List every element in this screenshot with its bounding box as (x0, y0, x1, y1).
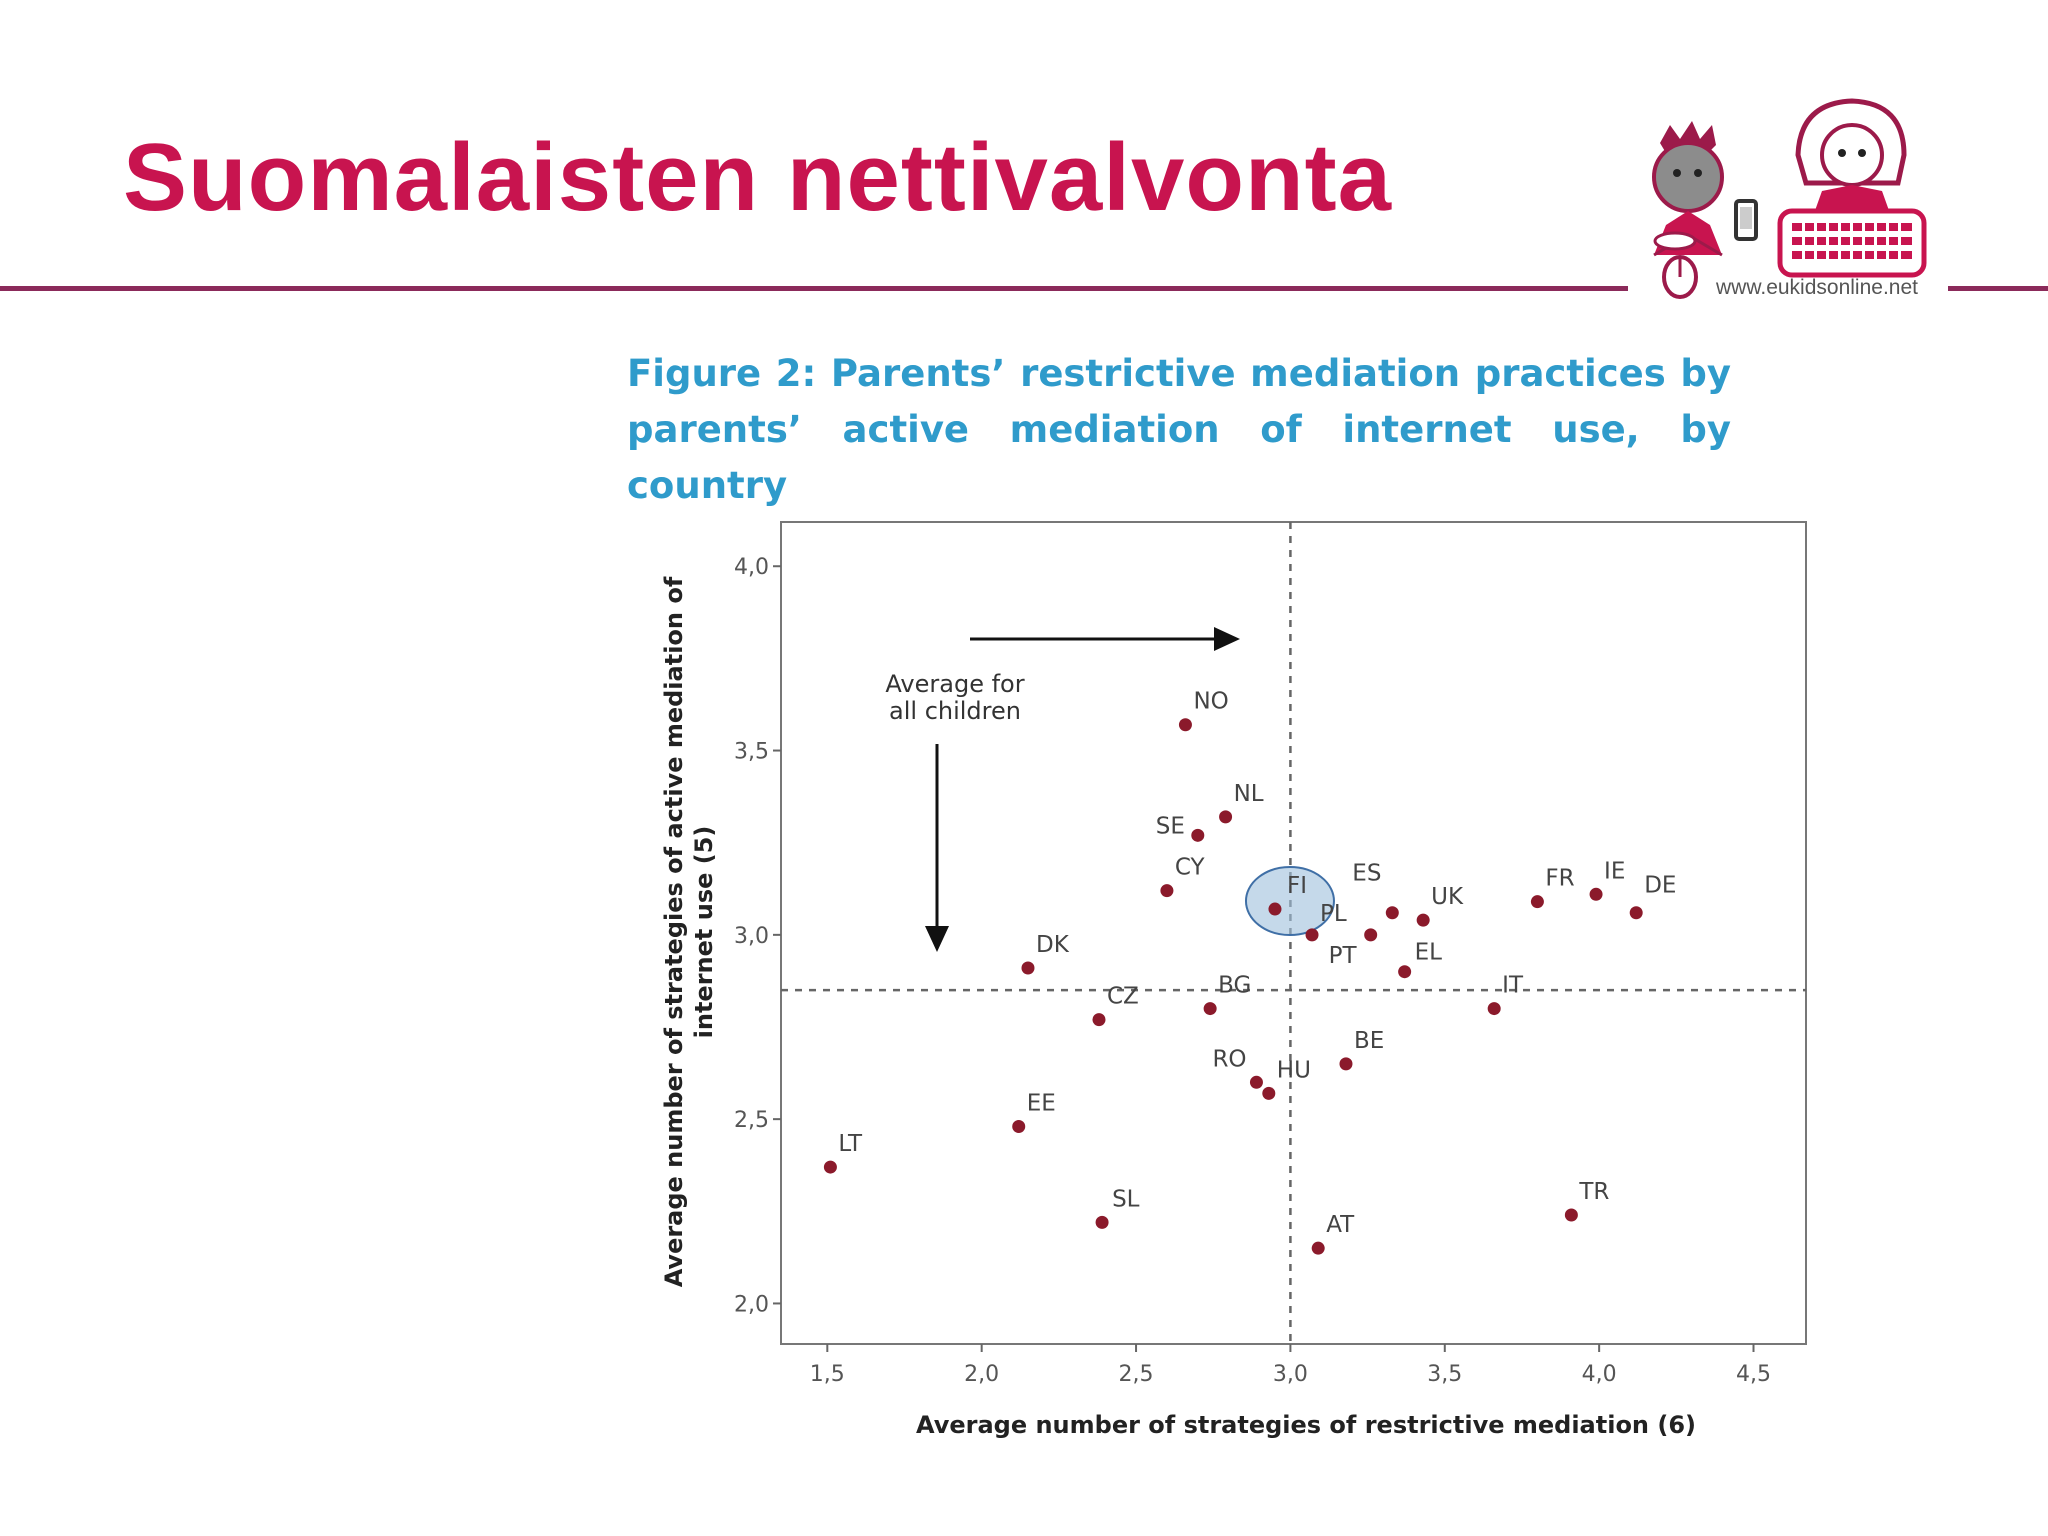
point-uk (1416, 913, 1430, 927)
point-label-lt: LT (838, 1131, 863, 1157)
point-tr (1564, 1208, 1578, 1222)
boy-figure-icon (1652, 121, 1758, 299)
annotation-line-2: all children (889, 697, 1021, 725)
axis-ticks: 1,5 2,0 2,5 3,0 3,5 4,0 4,5 2,0 2,5 3,0 3,5 4,0 (734, 555, 1771, 1387)
point-ee (1012, 1120, 1026, 1134)
point-label-fi: FI (1287, 873, 1307, 899)
point-pl (1305, 928, 1319, 942)
y-tick-label: 3,5 (734, 740, 769, 765)
title-divider-left (0, 286, 1628, 291)
point-cz (1092, 1013, 1106, 1027)
y-tick-label: 2,0 (734, 1292, 769, 1317)
figure-caption: Figure 2: Parents’ restrictive mediation… (627, 352, 1731, 507)
title-divider-right (1948, 286, 2048, 291)
point-label-se: SE (1156, 813, 1185, 839)
point-ie (1589, 887, 1603, 901)
point-pt (1364, 928, 1378, 942)
point-label-ee: EE (1027, 1091, 1056, 1117)
point-be (1339, 1057, 1353, 1071)
x-tick-label: 1,5 (810, 1362, 845, 1387)
point-lt (823, 1160, 837, 1174)
point-label-it: IT (1502, 973, 1524, 999)
point-label-tr: TR (1578, 1179, 1609, 1205)
y-tick-label: 2,5 (734, 1108, 769, 1133)
point-cy (1160, 884, 1174, 898)
point-label-no: NO (1193, 689, 1228, 715)
point-el (1398, 965, 1412, 979)
point-label-el: EL (1415, 940, 1443, 966)
point-label-ro: RO (1212, 1046, 1246, 1072)
x-tick-label: 2,0 (964, 1362, 999, 1387)
point-label-pl: PL (1320, 901, 1347, 927)
point-label-cy: CY (1175, 855, 1206, 881)
data-points: NO NL SE CY FI ES UK PL PT EL FR IE DE IT DK CZ BG BE RO HU… (823, 689, 1676, 1255)
point-label-es: ES (1352, 861, 1381, 887)
annotation-line-1: Average for (885, 670, 1024, 698)
point-label-pt: PT (1329, 943, 1358, 969)
point-se (1191, 828, 1205, 842)
x-tick-label: 4,0 (1582, 1362, 1617, 1387)
point-ro (1249, 1075, 1263, 1089)
x-tick-label: 3,5 (1427, 1362, 1462, 1387)
point-fr (1530, 895, 1544, 909)
point-it (1487, 1002, 1501, 1016)
point-label-be: BE (1354, 1028, 1384, 1054)
annotation-arrows (925, 627, 1240, 952)
y-axis-title-line-1: Average number of strategies of active m… (660, 576, 688, 1287)
highlight-circle-fi (1244, 866, 1335, 937)
y-tick-label: 4,0 (734, 555, 769, 580)
point-label-bg: BG (1218, 973, 1251, 999)
point-no (1178, 718, 1192, 732)
point-hu (1262, 1086, 1276, 1100)
point-label-hu: HU (1277, 1057, 1311, 1083)
point-at (1311, 1241, 1325, 1255)
point-sl (1095, 1215, 1109, 1229)
girl-figure-icon (1777, 98, 1927, 278)
slide-title: Suomalaisten nettivalvonta (123, 124, 1392, 231)
point-de (1629, 906, 1643, 920)
point-label-sl: SL (1112, 1186, 1140, 1212)
point-dk (1021, 961, 1035, 975)
point-label-at: AT (1326, 1212, 1355, 1238)
y-axis-title-line-2: internet use (5) (690, 826, 718, 1039)
x-tick-label: 2,5 (1119, 1362, 1154, 1387)
point-fi (1268, 902, 1282, 916)
right-arrow-icon (1214, 627, 1240, 651)
point-label-nl: NL (1234, 781, 1264, 807)
point-nl (1219, 810, 1233, 824)
point-label-ie: IE (1604, 858, 1625, 884)
point-label-uk: UK (1431, 884, 1464, 910)
down-arrow-icon (925, 926, 949, 952)
x-tick-label: 3,0 (1273, 1362, 1308, 1387)
point-label-de: DE (1644, 873, 1676, 899)
y-tick-label: 3,0 (734, 924, 769, 949)
point-es (1385, 906, 1399, 920)
point-bg (1203, 1002, 1217, 1016)
logo-url: www.eukidsonline.net (1716, 276, 1918, 299)
point-label-cz: CZ (1107, 984, 1139, 1010)
eu-kids-online-logo (1652, 98, 1927, 299)
point-label-dk: DK (1036, 932, 1070, 958)
x-axis-title: Average number of strategies of restrict… (916, 1411, 1696, 1439)
point-label-fr: FR (1545, 866, 1574, 892)
x-tick-label: 4,5 (1736, 1362, 1771, 1387)
